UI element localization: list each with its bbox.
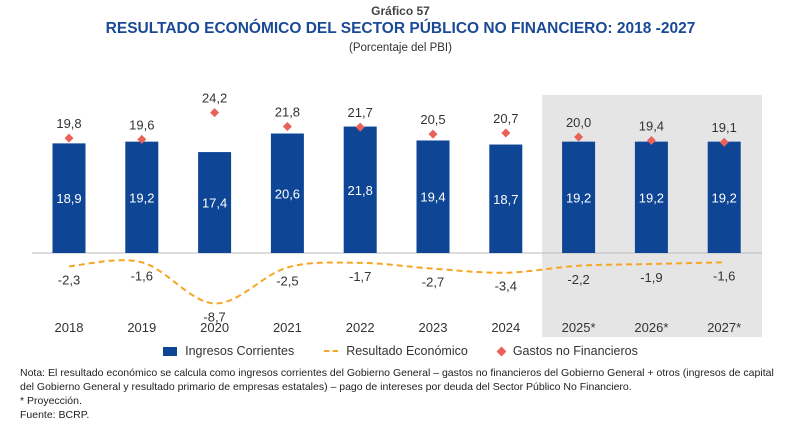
resultado-label: -2,3 [58, 272, 80, 287]
x-tick-label: 2018 [55, 320, 84, 335]
chart-title: RESULTADO ECONÓMICO DEL SECTOR PÚBLICO N… [105, 20, 696, 37]
diamond-swatch [496, 346, 507, 356]
resultado-line [68, 259, 725, 305]
resultado-label: -1,9 [640, 270, 662, 285]
gastos-label: 20,5 [420, 112, 445, 127]
x-tick-label: 2025* [562, 320, 596, 335]
chart-subtitle: (Porcentaje del PBI) [349, 42, 452, 54]
gastos-marker-2025* [574, 132, 584, 142]
resultado-label: -2,5 [276, 274, 298, 289]
bar-2026* [634, 141, 668, 253]
figure-label: Gráfico 57 [371, 4, 430, 18]
resultado-label: -1,6 [713, 268, 735, 283]
x-tick-label: 2026* [634, 320, 668, 335]
resultado-label: -8,7 [203, 309, 225, 324]
bar-2018 [52, 143, 86, 253]
bar-label: 20,6 [275, 186, 300, 201]
bar-2027* [707, 141, 741, 253]
gastos-label: 19,4 [639, 118, 664, 133]
gastos-marker-2019 [137, 134, 147, 144]
bar-2020 [198, 152, 232, 253]
gastos-label: 20,7 [493, 111, 518, 126]
bar-2024 [489, 144, 523, 253]
legend-item-gastos: Gastos no Financieros [496, 344, 638, 358]
bar-label: 19,2 [639, 190, 664, 205]
legend-label: Ingresos Corrientes [185, 344, 295, 358]
notes: Nota: El resultado económico se calcula … [20, 366, 790, 422]
gastos-marker-2018 [64, 133, 74, 143]
gastos-marker-2020 [210, 108, 220, 118]
bar-2021 [270, 133, 304, 253]
legend-item-ingresos: Ingresos Corrientes [163, 344, 294, 358]
gastos-marker-2026* [646, 135, 656, 145]
bar-2022 [343, 126, 377, 253]
x-tick-label: 2021 [273, 320, 302, 335]
x-tick-label: 2027* [707, 320, 741, 335]
projection-note: * Proyección. [20, 395, 82, 407]
x-tick-label: 2024 [491, 320, 520, 335]
bar-2019 [125, 141, 159, 253]
gastos-label: 24,2 [202, 91, 227, 106]
bar-label: 18,7 [493, 192, 518, 207]
bar-label: 19,4 [420, 190, 445, 205]
resultado-label: -1,7 [349, 269, 371, 284]
gastos-marker-2023 [428, 129, 438, 139]
gastos-label: 21,7 [348, 105, 373, 120]
note-text: Nota: El resultado económico se calcula … [20, 367, 774, 393]
legend-label: Gastos no Financieros [512, 344, 638, 358]
bar-swatch [163, 346, 178, 356]
legend-item-resultado: Resultado Económico [324, 344, 468, 358]
source-note: Fuente: BCRP. [20, 409, 90, 421]
x-tick-label: 2020 [200, 320, 229, 335]
gastos-label: 19,1 [712, 120, 737, 135]
x-tick-label: 2023 [419, 320, 448, 335]
bar-label: 18,9 [56, 191, 81, 206]
gastos-marker-2027* [719, 137, 729, 147]
resultado-label: -2,7 [422, 275, 444, 290]
bar-label: 19,2 [566, 190, 591, 205]
bar-label: 19,2 [129, 190, 154, 205]
gastos-marker-2024 [501, 128, 511, 138]
gastos-marker-2021 [282, 122, 292, 132]
gastos-label: 20,0 [566, 115, 591, 130]
resultado-label: -1,6 [131, 268, 153, 283]
gastos-marker-2022 [355, 122, 365, 132]
dash-swatch [324, 350, 339, 352]
legend-label: Resultado Económico [346, 344, 468, 358]
resultado-label: -2,2 [567, 272, 589, 287]
x-tick-label: 2022 [346, 320, 375, 335]
bar-2023 [416, 140, 450, 253]
gastos-label: 21,8 [275, 105, 300, 120]
gastos-label: 19,6 [129, 117, 154, 132]
bar-label: 17,4 [202, 196, 227, 211]
resultado-label: -3,4 [495, 279, 517, 294]
bar-label: 19,2 [712, 190, 737, 205]
legend: Ingresos Corrientes Resultado Económico … [0, 344, 801, 358]
gastos-label: 19,8 [56, 116, 81, 131]
bar-2025* [562, 141, 596, 253]
bar-label: 21,8 [348, 183, 373, 198]
x-tick-label: 2019 [127, 320, 156, 335]
